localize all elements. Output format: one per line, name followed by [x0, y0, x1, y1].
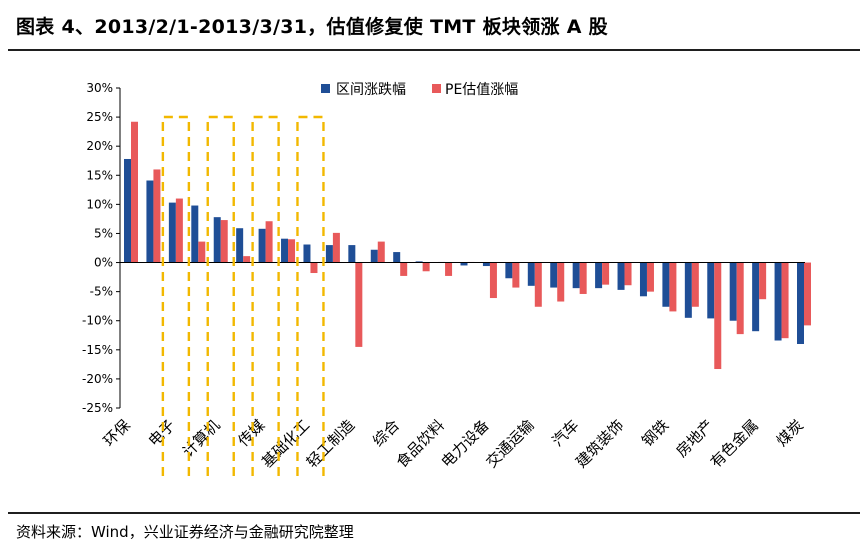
- bar-series1: [213, 217, 221, 263]
- page-title: 图表 4、2013/2/1-2013/3/31，估值修复使 TMT 板块领涨 A…: [16, 16, 608, 38]
- bar-series2: [579, 262, 587, 294]
- bar-series2: [669, 262, 677, 312]
- bar-series1: [505, 262, 513, 279]
- y-tick-label: 30%: [86, 81, 113, 95]
- bar-series2: [624, 262, 632, 286]
- bar-series2: [131, 121, 138, 263]
- legend-swatch-series2: [432, 84, 441, 93]
- y-tick-label: 5%: [94, 226, 113, 240]
- bar-series1: [460, 262, 468, 266]
- bar-series2: [804, 262, 811, 326]
- y-tick-label: -25%: [82, 401, 113, 415]
- bar-series1: [797, 262, 804, 344]
- y-tick-label: -10%: [82, 314, 113, 328]
- x-tick-label: 钢铁: [638, 416, 672, 450]
- bar-series1: [146, 180, 154, 263]
- bar-series2: [646, 262, 654, 292]
- bar-series1: [595, 262, 603, 289]
- bar-series2: [489, 262, 497, 299]
- x-tick-label: 建筑装饰: [572, 416, 627, 471]
- y-tick-label: 25%: [86, 110, 113, 124]
- bar-series2: [310, 262, 318, 274]
- bar-series2: [377, 241, 385, 263]
- bar-series2: [759, 262, 767, 300]
- y-tick-label: -5%: [90, 285, 113, 299]
- bar-series1: [325, 245, 333, 263]
- x-tick-label: 基础化工: [258, 416, 313, 471]
- bar-series2: [332, 232, 340, 263]
- bar-series1: [774, 262, 782, 341]
- bar-series1: [707, 262, 715, 319]
- x-tick-label: 综合: [369, 416, 403, 450]
- bar-series2: [422, 262, 430, 272]
- x-tick-label: 电力设备: [438, 416, 493, 471]
- bar-series1: [662, 262, 670, 307]
- bar-series2: [714, 262, 722, 370]
- x-tick-label: 煤炭: [773, 416, 807, 450]
- bar-series2: [198, 241, 206, 263]
- bar-series2: [691, 262, 699, 307]
- legend-swatch-series1: [321, 84, 330, 93]
- bar-series1: [281, 238, 289, 263]
- chart: 30% 25% 20% 15% 10% 5% 0% -5% -10% -15% -20% -25%环保…: [82, 81, 811, 476]
- bar-series1: [482, 262, 490, 267]
- x-tick-label: 有色金属: [707, 416, 762, 471]
- bar-series1: [124, 158, 131, 263]
- x-tick-label: 食品饮料: [393, 416, 448, 471]
- bar-series2: [243, 256, 251, 263]
- y-tick-label: -15%: [82, 343, 113, 357]
- bar-series2: [355, 262, 363, 347]
- bar-series2: [265, 221, 273, 263]
- bar-series1: [550, 262, 558, 288]
- bar-series1: [752, 262, 760, 332]
- bar-series2: [736, 262, 744, 335]
- x-tick-label: 环保: [100, 416, 134, 450]
- source-note: 资料来源：Wind，兴业证券经济与金融研究院整理: [16, 523, 354, 541]
- bar-series1: [639, 262, 647, 297]
- x-tick-label: 交通运输: [482, 416, 537, 471]
- bar-series1: [258, 228, 266, 263]
- bar-series1: [168, 202, 176, 263]
- x-tick-label: 汽车: [549, 416, 583, 450]
- bar-series2: [288, 239, 296, 263]
- bar-series2: [400, 262, 408, 276]
- legend-label-series1: 区间涨跌幅: [336, 82, 406, 98]
- bar-series2: [512, 262, 520, 288]
- legend-label-series2: PE估值涨幅: [445, 82, 518, 98]
- y-tick-label: 0%: [94, 256, 113, 270]
- bar-series1: [303, 244, 311, 263]
- x-tick-label: 轻工制造: [303, 416, 358, 471]
- bar-series1: [415, 261, 423, 263]
- title-divider: [8, 49, 860, 51]
- bar-series1: [236, 228, 244, 263]
- y-tick-label: 10%: [86, 197, 113, 211]
- bar-series1: [617, 262, 625, 290]
- bar-series2: [175, 198, 183, 263]
- y-tick-label: 20%: [86, 139, 113, 153]
- bar-series2: [153, 169, 161, 263]
- y-tick-label: -20%: [82, 372, 113, 386]
- bar-series2: [602, 262, 610, 285]
- x-tick-label: 计算机: [179, 416, 224, 461]
- bar-series1: [370, 249, 378, 263]
- bar-series2: [445, 262, 453, 276]
- bar-series1: [572, 262, 580, 289]
- bar-series1: [684, 262, 692, 318]
- bar-series2: [220, 220, 228, 263]
- y-tick-label: 15%: [86, 168, 113, 182]
- bar-series1: [527, 262, 535, 286]
- bar-series1: [348, 245, 356, 263]
- bar-series1: [729, 262, 737, 321]
- bar-series1: [191, 205, 199, 263]
- source-divider: [8, 512, 860, 514]
- bar-series2: [781, 262, 789, 339]
- bar-series2: [557, 262, 565, 302]
- bar-series2: [534, 262, 542, 307]
- bar-series1: [393, 252, 401, 263]
